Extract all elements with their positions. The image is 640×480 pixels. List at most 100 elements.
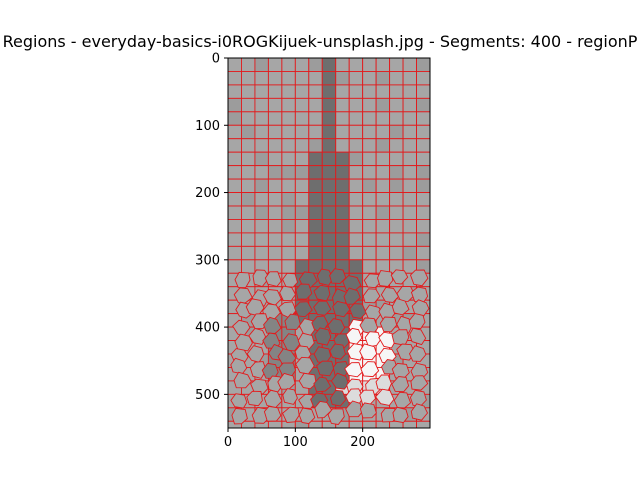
segment-superpixel (379, 316, 398, 333)
segment-cell (375, 151, 391, 167)
segment-cell (294, 111, 310, 126)
segment-cell (375, 138, 391, 153)
segment-superpixel (409, 327, 427, 346)
segment-superpixel (282, 406, 300, 423)
segment-cell (321, 124, 337, 140)
segment-cell (335, 71, 350, 86)
segment-cell (227, 245, 242, 261)
segment-cell (321, 205, 337, 220)
segment-cell (402, 84, 417, 99)
segment-cell (402, 232, 417, 247)
segment-superpixel (377, 270, 394, 287)
segment-cell (362, 178, 377, 193)
segment-superpixel (391, 297, 410, 316)
segment-superpixel (246, 390, 263, 407)
segment-cell (241, 71, 256, 86)
segment-cell (335, 219, 350, 234)
segment-superpixel (234, 271, 251, 289)
segment-superpixel (316, 268, 334, 286)
segment-cell (308, 420, 323, 429)
segment-superpixel (250, 378, 269, 395)
segment-superpixel (293, 301, 313, 318)
segment-superpixel (282, 388, 298, 405)
segment-cell (241, 165, 256, 180)
segment-cell (227, 138, 242, 153)
segment-cell (227, 165, 242, 180)
segment-cell (362, 165, 377, 180)
segment-cell (362, 245, 377, 261)
x-tick-label: 100 (283, 435, 308, 450)
segment-superpixel (297, 332, 315, 350)
y-tick-label: 500 (195, 388, 220, 403)
segment-cell (294, 97, 310, 113)
segment-cell (281, 111, 296, 126)
segment-cell (362, 97, 377, 113)
segment-superpixel (396, 286, 416, 303)
segment-superpixel (359, 402, 377, 419)
segment-cell (389, 111, 404, 126)
segment-cell (281, 165, 296, 180)
segment-superpixel (359, 343, 378, 361)
segment-cell (416, 84, 431, 99)
segment-superpixel (263, 405, 282, 422)
segment-cell (267, 245, 283, 261)
segment-cell (375, 71, 391, 86)
y-tick-label: 400 (195, 321, 220, 336)
segment-cell (227, 111, 242, 126)
segment-cell (254, 57, 269, 72)
segment-cell (241, 245, 256, 261)
segment-cell (281, 205, 296, 220)
segment-cell (348, 71, 364, 86)
segment-cell (308, 219, 323, 234)
x-tick-label: 0 (224, 435, 232, 450)
y-tick-label: 200 (195, 186, 220, 201)
segment-superpixel (329, 343, 347, 360)
segment-superpixel (233, 371, 252, 389)
segment-cell (375, 245, 391, 261)
segment-cell (281, 245, 296, 261)
segment-cell (375, 124, 391, 140)
segment-cell (267, 151, 283, 167)
segment-cell (348, 111, 364, 126)
segment-cell (348, 138, 364, 153)
y-tick-label: 300 (195, 253, 220, 268)
segment-cell (281, 138, 296, 153)
segment-superpixel (344, 362, 364, 378)
segment-cell (227, 97, 242, 113)
segment-cell (362, 124, 377, 140)
segment-cell (321, 57, 337, 72)
segment-cell (321, 97, 337, 113)
segment-cell (389, 245, 404, 261)
segment-cell (416, 178, 431, 193)
segment-cell (321, 151, 337, 167)
segment-cell (254, 232, 269, 247)
segment-cell (389, 124, 404, 140)
segment-cell (389, 232, 404, 247)
segment-cell (321, 84, 337, 99)
segment-cell (227, 259, 242, 274)
segment-superpixel (360, 361, 380, 378)
segment-cell (294, 71, 310, 86)
segment-cell (267, 84, 283, 99)
segment-cell (227, 124, 242, 140)
segment-cell (375, 97, 391, 113)
segment-cell (241, 57, 256, 72)
segment-cell (227, 219, 242, 234)
segment-superpixel (313, 300, 332, 316)
segment-cell (281, 219, 296, 234)
y-axis: 0 100 200 300 400 500 (195, 52, 228, 403)
segment-cell (402, 71, 417, 86)
segment-cell (267, 205, 283, 220)
segment-cell (267, 57, 283, 72)
segment-superpixel (282, 333, 301, 352)
segment-cell (321, 165, 337, 180)
segment-cell (308, 205, 323, 220)
segment-cell (402, 57, 417, 72)
segment-cell (294, 205, 310, 220)
segment-cell (254, 165, 269, 180)
segment-superpixel (248, 327, 266, 345)
segment-superpixel (378, 331, 396, 349)
segment-cell (375, 165, 391, 180)
segment-cell (375, 57, 391, 72)
